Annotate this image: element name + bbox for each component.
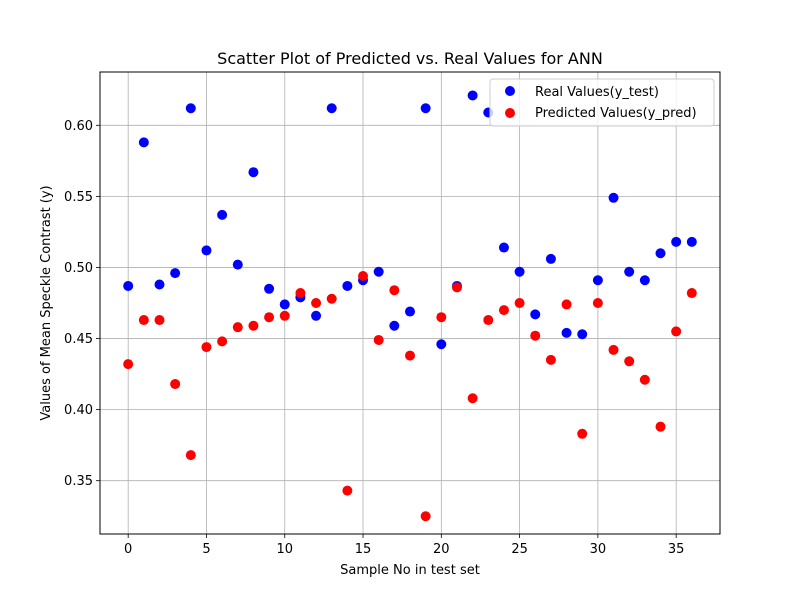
legend-real-label: Real Values(y_test) xyxy=(535,85,659,100)
x-tick-label: 20 xyxy=(433,542,450,557)
real-value-point xyxy=(467,90,478,101)
real-value-point xyxy=(655,248,666,259)
chart-title: Scatter Plot of Predicted vs. Real Value… xyxy=(217,49,603,68)
real-value-point xyxy=(123,280,134,291)
real-value-point xyxy=(248,167,259,178)
predicted-value-point xyxy=(592,298,603,308)
predicted-value-point xyxy=(483,315,494,326)
predicted-value-point xyxy=(311,298,322,308)
predicted-value-point xyxy=(326,293,337,304)
predicted-value-point xyxy=(655,421,666,432)
x-axis-label: Sample No in test set xyxy=(340,563,480,578)
x-axis-ticks: 0 5 10 15 20 25 30 35 xyxy=(124,534,684,557)
real-value-point xyxy=(217,209,228,220)
legend-predicted-label: Predicted Values(y_pred) xyxy=(535,106,697,121)
predicted-value-point xyxy=(405,350,415,361)
y-tick-label: 0.60 xyxy=(64,119,93,134)
real-value-point xyxy=(342,280,353,291)
x-tick-label: 30 xyxy=(590,542,607,557)
legend-real-marker xyxy=(505,86,515,96)
predicted-value-point xyxy=(264,312,275,323)
predicted-value-point xyxy=(138,315,149,326)
real-value-point xyxy=(420,103,431,114)
x-tick-label: 25 xyxy=(511,542,528,557)
y-axis-ticks: 0.35 0.40 0.45 0.50 0.55 0.60 xyxy=(64,119,100,489)
real-value-point xyxy=(232,259,243,270)
predicted-value-point xyxy=(358,270,369,281)
predicted-value-point xyxy=(123,359,134,370)
predicted-value-point xyxy=(686,288,697,299)
predicted-value-point xyxy=(185,450,196,461)
real-value-point xyxy=(624,266,635,277)
legend-box xyxy=(489,78,715,127)
predicted-value-point xyxy=(342,485,353,496)
real-value-point xyxy=(671,236,682,247)
real-value-point xyxy=(436,339,447,350)
y-tick-label: 0.40 xyxy=(64,403,93,418)
real-value-point xyxy=(389,320,400,331)
real-value-point xyxy=(608,192,619,203)
predicted-value-point xyxy=(170,379,181,390)
predicted-value-point xyxy=(545,354,556,365)
predicted-value-point xyxy=(201,342,212,353)
x-tick-label: 35 xyxy=(668,542,685,557)
y-tick-label: 0.35 xyxy=(64,474,93,489)
y-axis-label: Values of Mean Speckle Contrast (y) xyxy=(39,185,54,420)
y-tick-label: 0.50 xyxy=(64,261,93,276)
predicted-value-point xyxy=(639,374,650,385)
real-value-point xyxy=(545,253,556,264)
predicted-value-point xyxy=(530,330,541,341)
predicted-value-point xyxy=(217,336,228,347)
predicted-value-point xyxy=(154,315,165,326)
real-value-point xyxy=(201,245,212,256)
predicted-value-point xyxy=(389,285,400,296)
real-value-point xyxy=(592,275,603,286)
real-value-point xyxy=(639,275,650,286)
x-tick-label: 10 xyxy=(276,542,293,557)
y-tick-label: 0.45 xyxy=(64,332,93,347)
predicted-value-point xyxy=(451,282,462,293)
real-value-point xyxy=(561,327,572,338)
legend: Real Values(y_test) Predicted Values(y_p… xyxy=(489,78,715,127)
predicted-value-point xyxy=(232,322,243,333)
predicted-value-point xyxy=(436,312,447,323)
real-value-point xyxy=(154,279,165,290)
predicted-value-point xyxy=(420,511,431,522)
predicted-value-point xyxy=(373,334,384,345)
real-value-point xyxy=(498,242,509,253)
x-tick-label: 15 xyxy=(355,542,372,557)
real-value-point xyxy=(170,268,181,279)
predicted-value-point xyxy=(514,298,525,308)
predicted-value-point xyxy=(608,344,619,355)
predicted-value-point xyxy=(577,428,588,439)
real-value-point xyxy=(514,266,525,277)
x-tick-label: 0 xyxy=(124,542,132,557)
legend-predicted-marker xyxy=(505,108,515,118)
plot-area-frame xyxy=(99,71,721,535)
predicted-value-point xyxy=(624,356,635,367)
predicted-value-point xyxy=(248,320,259,331)
real-value-point xyxy=(686,236,697,247)
data-points xyxy=(123,90,697,522)
real-value-point xyxy=(530,309,541,320)
real-value-point xyxy=(373,266,384,277)
x-tick-label: 5 xyxy=(202,542,210,557)
real-value-point xyxy=(185,103,196,114)
y-tick-label: 0.55 xyxy=(64,190,93,205)
real-value-point xyxy=(577,329,588,340)
real-value-point xyxy=(405,306,415,317)
predicted-value-point xyxy=(498,305,509,316)
real-value-point xyxy=(326,103,337,114)
real-value-point xyxy=(311,310,322,321)
real-value-point xyxy=(279,299,290,310)
predicted-value-point xyxy=(467,393,478,404)
predicted-value-point xyxy=(295,288,306,299)
real-value-point xyxy=(264,283,275,294)
real-value-point xyxy=(138,137,149,148)
predicted-value-point xyxy=(279,310,290,321)
predicted-value-point xyxy=(561,299,572,310)
predicted-value-point xyxy=(671,326,682,337)
